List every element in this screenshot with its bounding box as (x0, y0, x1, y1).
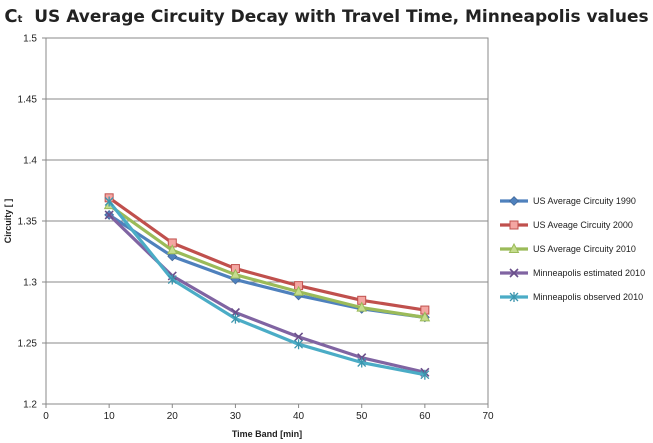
legend-entry: Minneapolis observed 2010 (500, 292, 643, 302)
y-tick-label: 1.35 (18, 217, 38, 228)
data-point (420, 369, 430, 380)
data-point (230, 313, 240, 324)
y-tick-label: 1.2 (23, 400, 37, 411)
data-point (509, 196, 519, 206)
y-tick-label: 1.45 (18, 95, 38, 106)
data-point (509, 292, 519, 302)
legend-entry: Minneapolis estimated 2010 (500, 268, 645, 278)
x-tick-label: 60 (419, 411, 431, 422)
series-lines (103, 193, 431, 380)
data-point (294, 339, 304, 350)
data-point (419, 311, 431, 322)
x-tick-label: 0 (43, 411, 49, 422)
data-point (293, 285, 304, 296)
x-tick-label: 20 (167, 411, 179, 422)
data-point (509, 268, 519, 278)
series-path (107, 199, 427, 377)
legend-label: US Aveage Circuity 2000 (533, 220, 633, 230)
y-tick-labels: 1.2 1.25 1.3 1.35 1.4 1.45 1.5 (18, 34, 46, 411)
data-point (294, 332, 304, 342)
y-tick-label: 1.5 (23, 34, 37, 45)
series-path (107, 196, 427, 312)
data-point (230, 268, 241, 279)
x-tick-label: 70 (482, 411, 494, 422)
y-tick-label: 1.3 (23, 278, 37, 289)
legend-entry: US Aveage Circuity 2000 (500, 220, 633, 230)
x-axis-label: Time Band [min] (232, 429, 302, 439)
data-point (356, 301, 368, 312)
y-tick-label: 1.4 (23, 156, 37, 167)
legend-entry: US Average Circuity 2010 (500, 242, 636, 254)
chart-title: Ct US Average Circuity Decay with Travel… (0, 6, 653, 27)
x-tick-label: 30 (230, 411, 242, 422)
series-line (104, 196, 430, 380)
data-point (508, 242, 520, 253)
legend: US Average Circuity 1990 US Aveage Circui… (500, 196, 645, 302)
legend-label: US Average Circuity 1990 (533, 196, 636, 206)
data-point (167, 274, 177, 285)
data-point (166, 244, 178, 255)
x-tick-label: 40 (293, 411, 305, 422)
y-axis-label: Circuity [ ] (3, 199, 13, 244)
title-prefix: C (4, 6, 18, 27)
data-point (509, 220, 519, 230)
legend-label: Minneapolis estimated 2010 (533, 268, 645, 278)
legend-label: Minneapolis observed 2010 (533, 292, 643, 302)
title-text: US Average Circuity Decay with Travel Ti… (34, 7, 649, 27)
title-prefix-subscript: t (17, 14, 23, 25)
series-path (107, 203, 427, 319)
data-point (104, 196, 114, 207)
legend-entry: US Average Circuity 1990 (500, 196, 636, 206)
y-tick-label: 1.25 (18, 339, 38, 350)
x-tick-label: 10 (104, 411, 116, 422)
x-tick-label: 50 (356, 411, 368, 422)
x-tick-labels: 0 10 20 30 40 50 60 70 (43, 404, 494, 422)
data-point (357, 357, 367, 368)
legend-label: US Average Circuity 2010 (533, 244, 636, 254)
data-point (104, 210, 114, 220)
